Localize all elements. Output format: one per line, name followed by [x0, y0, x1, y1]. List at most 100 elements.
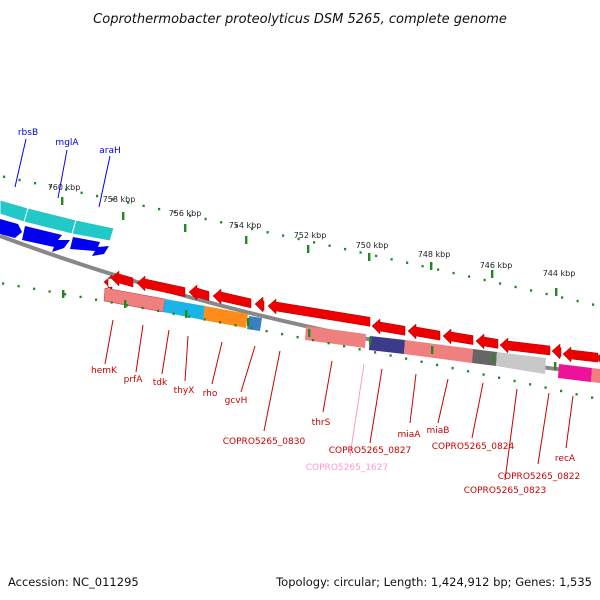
ruler-dot: [219, 321, 222, 324]
ruler-dot: [436, 363, 439, 367]
ruler-dot: [513, 379, 516, 383]
gene-label-miaB: miaB: [427, 426, 450, 436]
reverse-feature-block[interactable]: [305, 326, 366, 348]
ruler-dot: [297, 237, 300, 241]
ruler-dot: [220, 221, 223, 224]
reverse-cds-arrow[interactable]: [595, 351, 600, 366]
reverse-feature-block[interactable]: [496, 352, 546, 374]
major-tick: [431, 346, 434, 354]
ruler-dot: [127, 201, 130, 204]
ruler-dot: [405, 357, 408, 360]
reverse-cds-arrow[interactable]: [562, 346, 599, 363]
reverse-cds-arrow[interactable]: [103, 274, 113, 291]
reverse-feature-block[interactable]: [591, 368, 600, 383]
leader-line: [104, 319, 114, 365]
reverse-cds-arrow[interactable]: [267, 298, 371, 327]
gene-label-recA: recA: [555, 454, 576, 464]
ruler-dot: [265, 329, 268, 333]
major-tick: [555, 288, 558, 296]
inner-tick-ruler: [2, 282, 594, 399]
tick-label: 746 kbp: [480, 261, 513, 270]
ruler-dot: [48, 290, 51, 293]
reverse-feature-block[interactable]: [472, 349, 497, 366]
ruler-dot: [96, 194, 99, 198]
reverse-cds-arrow[interactable]: [371, 318, 406, 336]
reverse-feature-block[interactable]: [103, 287, 166, 313]
forward-cds-arrow[interactable]: [0, 219, 22, 238]
ruler-dot: [406, 261, 409, 264]
forward-feature-block[interactable]: [71, 219, 115, 242]
reverse-feature-block[interactable]: [558, 364, 592, 382]
gene-label-gcvH: gcvH: [225, 396, 248, 406]
ruler-dot: [482, 373, 485, 376]
ruler-dot: [358, 348, 361, 351]
gene-label-COPRO5265_0824: COPRO5265_0824: [432, 442, 515, 452]
reverse-cds-arrow[interactable]: [442, 328, 474, 345]
ruler-dot: [234, 324, 237, 327]
forward-cds-arrow[interactable]: [70, 237, 109, 256]
ruler-dot: [545, 292, 548, 296]
reverse-feature-block[interactable]: [163, 299, 205, 320]
forward-cds-arrow[interactable]: [22, 226, 70, 252]
ruler-dot: [529, 383, 532, 386]
ruler-dot: [328, 244, 331, 247]
reverse-cds-arrow[interactable]: [110, 270, 134, 288]
ruler-dot: [158, 207, 161, 211]
ruler-dot: [64, 293, 67, 296]
major-tick: [554, 362, 557, 370]
reverse-feature-track: [103, 287, 600, 383]
reverse-cds-arrow[interactable]: [212, 288, 252, 309]
ruler-dot: [467, 370, 470, 373]
leader-line: [135, 324, 144, 373]
gene-label-thyX: thyX: [174, 386, 195, 396]
gene-label-COPRO5265_0827: COPRO5265_0827: [329, 446, 411, 456]
forward-cds-track: [0, 219, 109, 256]
ruler-dot: [375, 254, 378, 258]
ruler-dot: [172, 312, 175, 315]
ruler-dot: [327, 341, 330, 345]
major-tick: [307, 245, 310, 253]
leader-line: [471, 382, 484, 439]
accession-text: Accession: NC_011295: [8, 575, 139, 589]
ruler-dot: [499, 282, 502, 285]
forward-feature-block[interactable]: [0, 199, 29, 223]
ruler-dot: [282, 234, 285, 237]
leader-line: [537, 392, 550, 465]
ruler-dot: [530, 289, 533, 292]
ruler-dot: [33, 287, 36, 291]
reverse-cds-arrow[interactable]: [407, 323, 441, 341]
reverse-feature-block[interactable]: [404, 340, 473, 363]
ruler-dot: [452, 271, 455, 275]
reverse-cds-arrow[interactable]: [188, 284, 210, 301]
reverse-feature-block[interactable]: [369, 336, 405, 354]
gene-label-rho: rho: [203, 389, 218, 399]
reverse-cds-arrow[interactable]: [475, 333, 499, 350]
reverse-cds-arrow[interactable]: [499, 337, 551, 356]
reverse-cds-arrow[interactable]: [551, 343, 562, 360]
reverse-cds-arrow[interactable]: [136, 275, 186, 297]
ruler-dot: [203, 318, 206, 321]
ruler-dot: [95, 298, 98, 301]
leader-line: [349, 363, 365, 457]
major-tick: [247, 318, 250, 326]
gene-label-rbsB: rbsB: [18, 128, 38, 138]
ruler-dot: [141, 306, 144, 310]
ruler-dot: [591, 396, 594, 399]
major-tick: [184, 224, 187, 232]
ruler-dot: [250, 326, 253, 330]
major-tick: [185, 310, 188, 318]
reverse-feature-block[interactable]: [203, 306, 248, 328]
reverse-cds-arrow[interactable]: [254, 296, 265, 313]
tick-label: 758 kbp: [103, 195, 136, 204]
ruler-dot: [34, 181, 37, 185]
ruler-dot: [110, 301, 113, 304]
leader-line: [211, 341, 223, 385]
leader-line: [161, 329, 170, 375]
leader-line: [437, 378, 449, 424]
leader-line: [98, 155, 111, 208]
ruler-dot: [561, 296, 564, 299]
gene-label-COPRO5265_0822: COPRO5265_0822: [498, 472, 580, 482]
ruler-dot: [344, 247, 347, 251]
leader-line: [14, 138, 27, 188]
